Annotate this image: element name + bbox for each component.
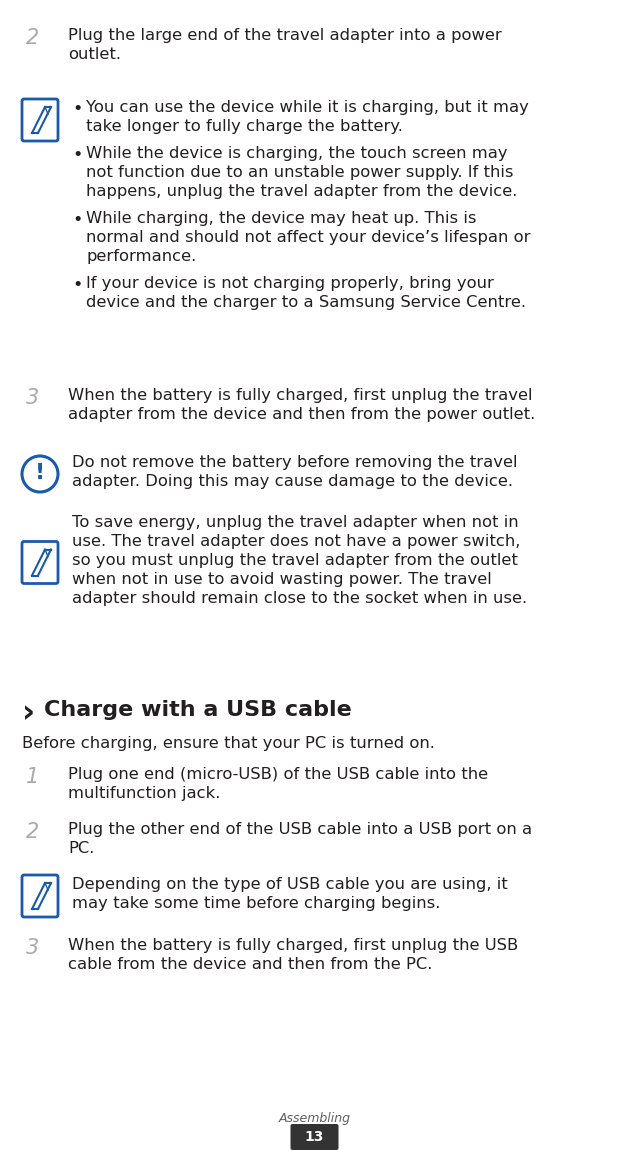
Text: not function due to an unstable power supply. If this: not function due to an unstable power su… — [86, 164, 513, 181]
Text: Plug the large end of the travel adapter into a power: Plug the large end of the travel adapter… — [68, 28, 502, 43]
Text: You can use the device while it is charging, but it may: You can use the device while it is charg… — [86, 100, 529, 115]
Text: device and the charger to a Samsung Service Centre.: device and the charger to a Samsung Serv… — [86, 296, 526, 310]
Text: may take some time before charging begins.: may take some time before charging begin… — [72, 896, 440, 911]
Text: •: • — [72, 210, 82, 229]
Text: adapter from the device and then from the power outlet.: adapter from the device and then from th… — [68, 407, 535, 422]
Text: adapter. Doing this may cause damage to the device.: adapter. Doing this may cause damage to … — [72, 474, 513, 489]
Text: Depending on the type of USB cable you are using, it: Depending on the type of USB cable you a… — [72, 877, 508, 892]
Text: happens, unplug the travel adapter from the device.: happens, unplug the travel adapter from … — [86, 184, 518, 199]
Text: PC.: PC. — [68, 841, 94, 856]
Text: To save energy, unplug the travel adapter when not in: To save energy, unplug the travel adapte… — [72, 515, 519, 530]
Text: 1: 1 — [26, 767, 39, 787]
Text: 3: 3 — [26, 388, 39, 408]
Text: Assembling: Assembling — [279, 1112, 350, 1125]
Text: so you must unplug the travel adapter from the outlet: so you must unplug the travel adapter fr… — [72, 553, 518, 568]
Text: Charge with a USB cable: Charge with a USB cable — [44, 700, 352, 720]
Text: when not in use to avoid wasting power. The travel: when not in use to avoid wasting power. … — [72, 572, 492, 586]
Text: When the battery is fully charged, first unplug the travel: When the battery is fully charged, first… — [68, 388, 533, 402]
Text: If your device is not charging properly, bring your: If your device is not charging properly,… — [86, 276, 494, 291]
Text: outlet.: outlet. — [68, 47, 121, 62]
Text: take longer to fully charge the battery.: take longer to fully charge the battery. — [86, 118, 403, 135]
Circle shape — [22, 457, 58, 492]
Text: normal and should not affect your device’s lifespan or: normal and should not affect your device… — [86, 230, 530, 245]
Text: When the battery is fully charged, first unplug the USB: When the battery is fully charged, first… — [68, 938, 518, 953]
Text: •: • — [72, 100, 82, 118]
Text: While charging, the device may heat up. This is: While charging, the device may heat up. … — [86, 210, 477, 227]
Text: Plug the other end of the USB cable into a USB port on a: Plug the other end of the USB cable into… — [68, 822, 532, 837]
Text: cable from the device and then from the PC.: cable from the device and then from the … — [68, 957, 432, 972]
Text: •: • — [72, 276, 82, 294]
FancyBboxPatch shape — [22, 875, 58, 917]
Text: 13: 13 — [305, 1130, 324, 1144]
Text: 2: 2 — [26, 28, 39, 48]
Text: 2: 2 — [26, 822, 39, 842]
Text: adapter should remain close to the socket when in use.: adapter should remain close to the socke… — [72, 591, 527, 606]
Text: Before charging, ensure that your PC is turned on.: Before charging, ensure that your PC is … — [22, 736, 435, 751]
FancyBboxPatch shape — [22, 99, 58, 141]
Text: !: ! — [35, 463, 45, 483]
Text: performance.: performance. — [86, 250, 196, 264]
Text: use. The travel adapter does not have a power switch,: use. The travel adapter does not have a … — [72, 534, 520, 549]
Text: While the device is charging, the touch screen may: While the device is charging, the touch … — [86, 146, 508, 161]
Text: ›: › — [22, 698, 35, 729]
Text: Plug one end (micro-USB) of the USB cable into the: Plug one end (micro-USB) of the USB cabl… — [68, 767, 488, 782]
Text: 3: 3 — [26, 938, 39, 958]
FancyBboxPatch shape — [22, 542, 58, 583]
Text: •: • — [72, 146, 82, 164]
FancyBboxPatch shape — [291, 1124, 338, 1150]
Text: multifunction jack.: multifunction jack. — [68, 785, 220, 802]
Text: Do not remove the battery before removing the travel: Do not remove the battery before removin… — [72, 455, 518, 470]
